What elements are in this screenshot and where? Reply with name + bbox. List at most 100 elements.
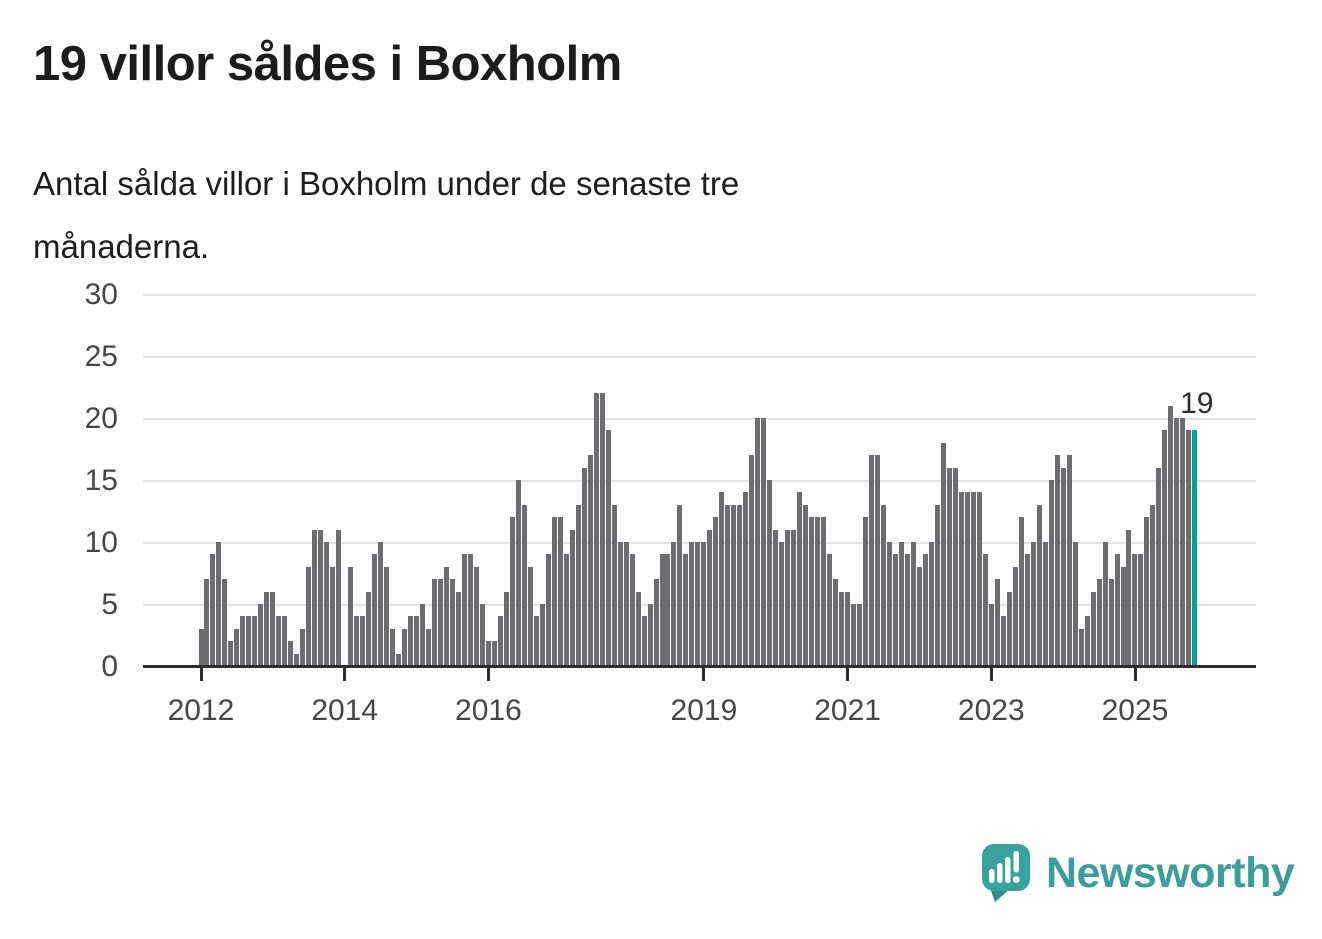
bar [719,492,725,666]
bar [821,517,827,666]
bar [809,517,815,666]
bar [258,604,264,666]
bar [1078,628,1084,666]
bar [761,418,767,666]
bar [635,591,641,666]
bar [264,591,270,666]
gridline [143,480,1256,482]
bar [473,566,479,666]
bar [222,579,228,666]
bar [276,616,282,666]
bar [461,554,467,666]
bar [372,554,378,666]
x-axis-tick [343,668,347,681]
bar [354,616,360,666]
bar [569,529,575,666]
x-axis-label: 2025 [1101,694,1169,727]
bar [330,566,336,666]
y-axis-label: 20 [84,402,118,435]
bar [1156,467,1162,666]
bar [623,542,629,666]
bar [845,591,851,666]
bar [282,616,288,666]
bar [851,604,857,666]
bar [491,641,497,666]
bar [497,616,503,666]
x-axis-tick [989,668,993,681]
bar [928,542,934,666]
bar [617,542,623,666]
bar [1102,542,1108,666]
x-axis-label: 2014 [311,694,379,727]
bar [210,554,216,666]
bar [204,579,210,666]
bar [1036,504,1042,666]
bar [455,591,461,666]
y-axis-label: 5 [101,588,118,621]
bar [1000,616,1006,666]
bar [426,628,431,666]
bar [785,529,791,666]
bar [228,641,234,666]
y-axis-label: 10 [84,526,118,559]
bar [881,504,887,666]
bar [1042,542,1048,666]
bar [246,616,252,666]
bar [737,504,743,666]
bar [288,641,294,666]
bar [306,566,312,666]
bar [420,604,426,666]
bar [503,591,509,666]
x-axis-label: 2012 [167,694,235,727]
page-title: 19 villor såldes i Boxholm [33,37,622,91]
bar [1180,418,1186,666]
bar [324,542,330,666]
bar [707,529,713,666]
bar [509,517,515,666]
bar [869,455,875,666]
bar [958,492,964,666]
bar [599,393,605,666]
bar [1168,405,1174,666]
bar [216,542,222,666]
bar [533,616,539,666]
bar [892,554,898,666]
bar [887,542,892,666]
bar [1114,554,1120,666]
gridline [143,418,1256,420]
bar [982,554,988,666]
bar [1150,504,1156,666]
bar [910,542,916,666]
bar [605,430,611,666]
bar [1120,566,1126,666]
bar [934,504,940,666]
bar [857,604,863,666]
bar [485,641,491,666]
bar [875,455,881,666]
gridline [143,356,1256,358]
x-axis-tick [702,668,706,681]
bar [390,628,396,666]
chart-subtitle: Antal sålda villor i Boxholm under de se… [33,152,739,278]
x-axis-label: 2021 [814,694,881,727]
bar [402,628,408,666]
bar [839,591,845,666]
bar [713,517,719,666]
bar [1066,455,1072,666]
bar [1108,579,1114,666]
bar [677,504,683,666]
bar [803,504,809,666]
bar [360,616,366,666]
bar [1138,554,1144,666]
bar [551,517,557,666]
bar [414,616,420,666]
subtitle-line-1: Antal sålda villor i Boxholm under de se… [33,165,740,202]
bar [1186,430,1192,666]
bar [1126,529,1132,666]
bar [916,566,922,666]
bar [946,467,952,666]
bar [1090,591,1096,666]
bar [755,418,761,666]
bar [1132,554,1138,666]
